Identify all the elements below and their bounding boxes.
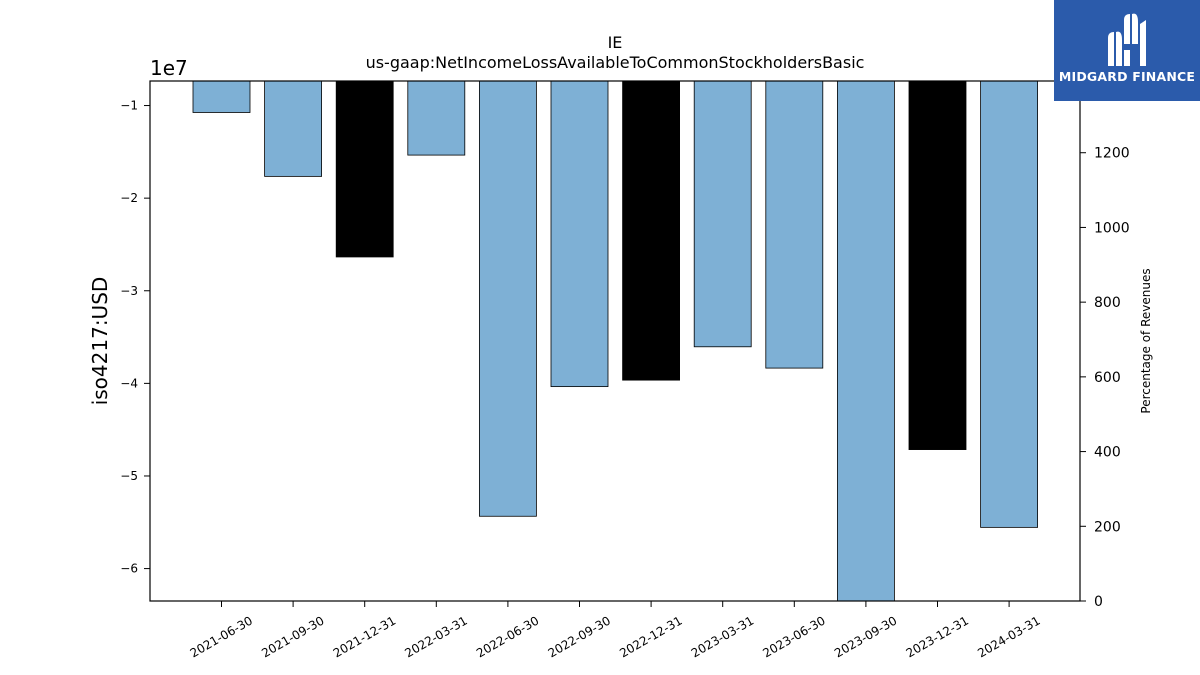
x-tick-label: 2022-09-30: [546, 613, 613, 660]
y-tick-label: −6: [120, 562, 138, 576]
x-tick-label: 2024-03-31: [975, 613, 1042, 660]
y-scale-label: 1e7: [150, 56, 188, 80]
y2-tick-label: 400: [1094, 445, 1121, 461]
x-tick-label: 2023-12-31: [904, 613, 971, 660]
bar-2022-03-31: [407, 80, 466, 156]
bar-2022-09-30: [550, 80, 609, 388]
bar-2021-06-30: [192, 80, 251, 113]
x-tick-label: 2022-12-31: [617, 613, 684, 660]
x-tick-label: 2023-09-30: [832, 613, 899, 660]
midgard-logo-icon: [1108, 13, 1146, 66]
logo-text: MIDGARD FINANCE: [1058, 69, 1196, 84]
midgard-finance-logo: MIDGARD FINANCE: [1054, 0, 1200, 101]
y-axis-label: iso4217:USD: [88, 277, 112, 406]
y-tick-label: −1: [120, 99, 138, 113]
y2-tick-label: 1200: [1094, 146, 1130, 162]
bar-2024-03-31: [980, 80, 1038, 528]
y-tick-label: −4: [120, 376, 138, 390]
x-tick-label: 2021-06-30: [188, 613, 255, 660]
y2-tick-label: 600: [1094, 370, 1121, 386]
y2-tick-label: 200: [1094, 519, 1121, 535]
y2-tick-label: 1000: [1094, 220, 1130, 236]
y-tick-label: −2: [120, 191, 138, 205]
x-tick-label: 2023-03-31: [689, 613, 756, 660]
x-tick-label: 2021-12-31: [331, 613, 398, 660]
bar-2023-12-31: [908, 80, 967, 450]
bar-2023-03-31: [693, 80, 752, 348]
y2-axis-label: Percentage of Revenues: [1139, 268, 1153, 413]
y-tick-label: −3: [120, 284, 138, 298]
bar-2021-12-31: [335, 80, 394, 258]
x-tick-label: 2022-03-31: [402, 613, 469, 660]
x-tick-label: 2021-09-30: [259, 613, 326, 660]
y2-tick-label: 0: [1094, 594, 1103, 610]
x-tick-label: 2023-06-30: [760, 613, 827, 660]
plot-frame: [149, 80, 1081, 602]
bars-group: [192, 80, 1038, 602]
x-tick-label: 2022-06-30: [474, 613, 541, 660]
chart-subtitle: us-gaap:NetIncomeLossAvailableToCommonSt…: [366, 53, 865, 72]
bar-2021-09-30: [264, 80, 323, 177]
bar-2023-06-30: [765, 80, 824, 369]
bar-2022-12-31: [622, 80, 680, 381]
y2-tick-label: 800: [1094, 295, 1121, 311]
bar-2022-06-30: [478, 80, 537, 517]
chart-title: IE: [608, 33, 623, 52]
y-tick-label: −5: [120, 469, 138, 483]
bar-2023-09-30: [837, 80, 895, 602]
